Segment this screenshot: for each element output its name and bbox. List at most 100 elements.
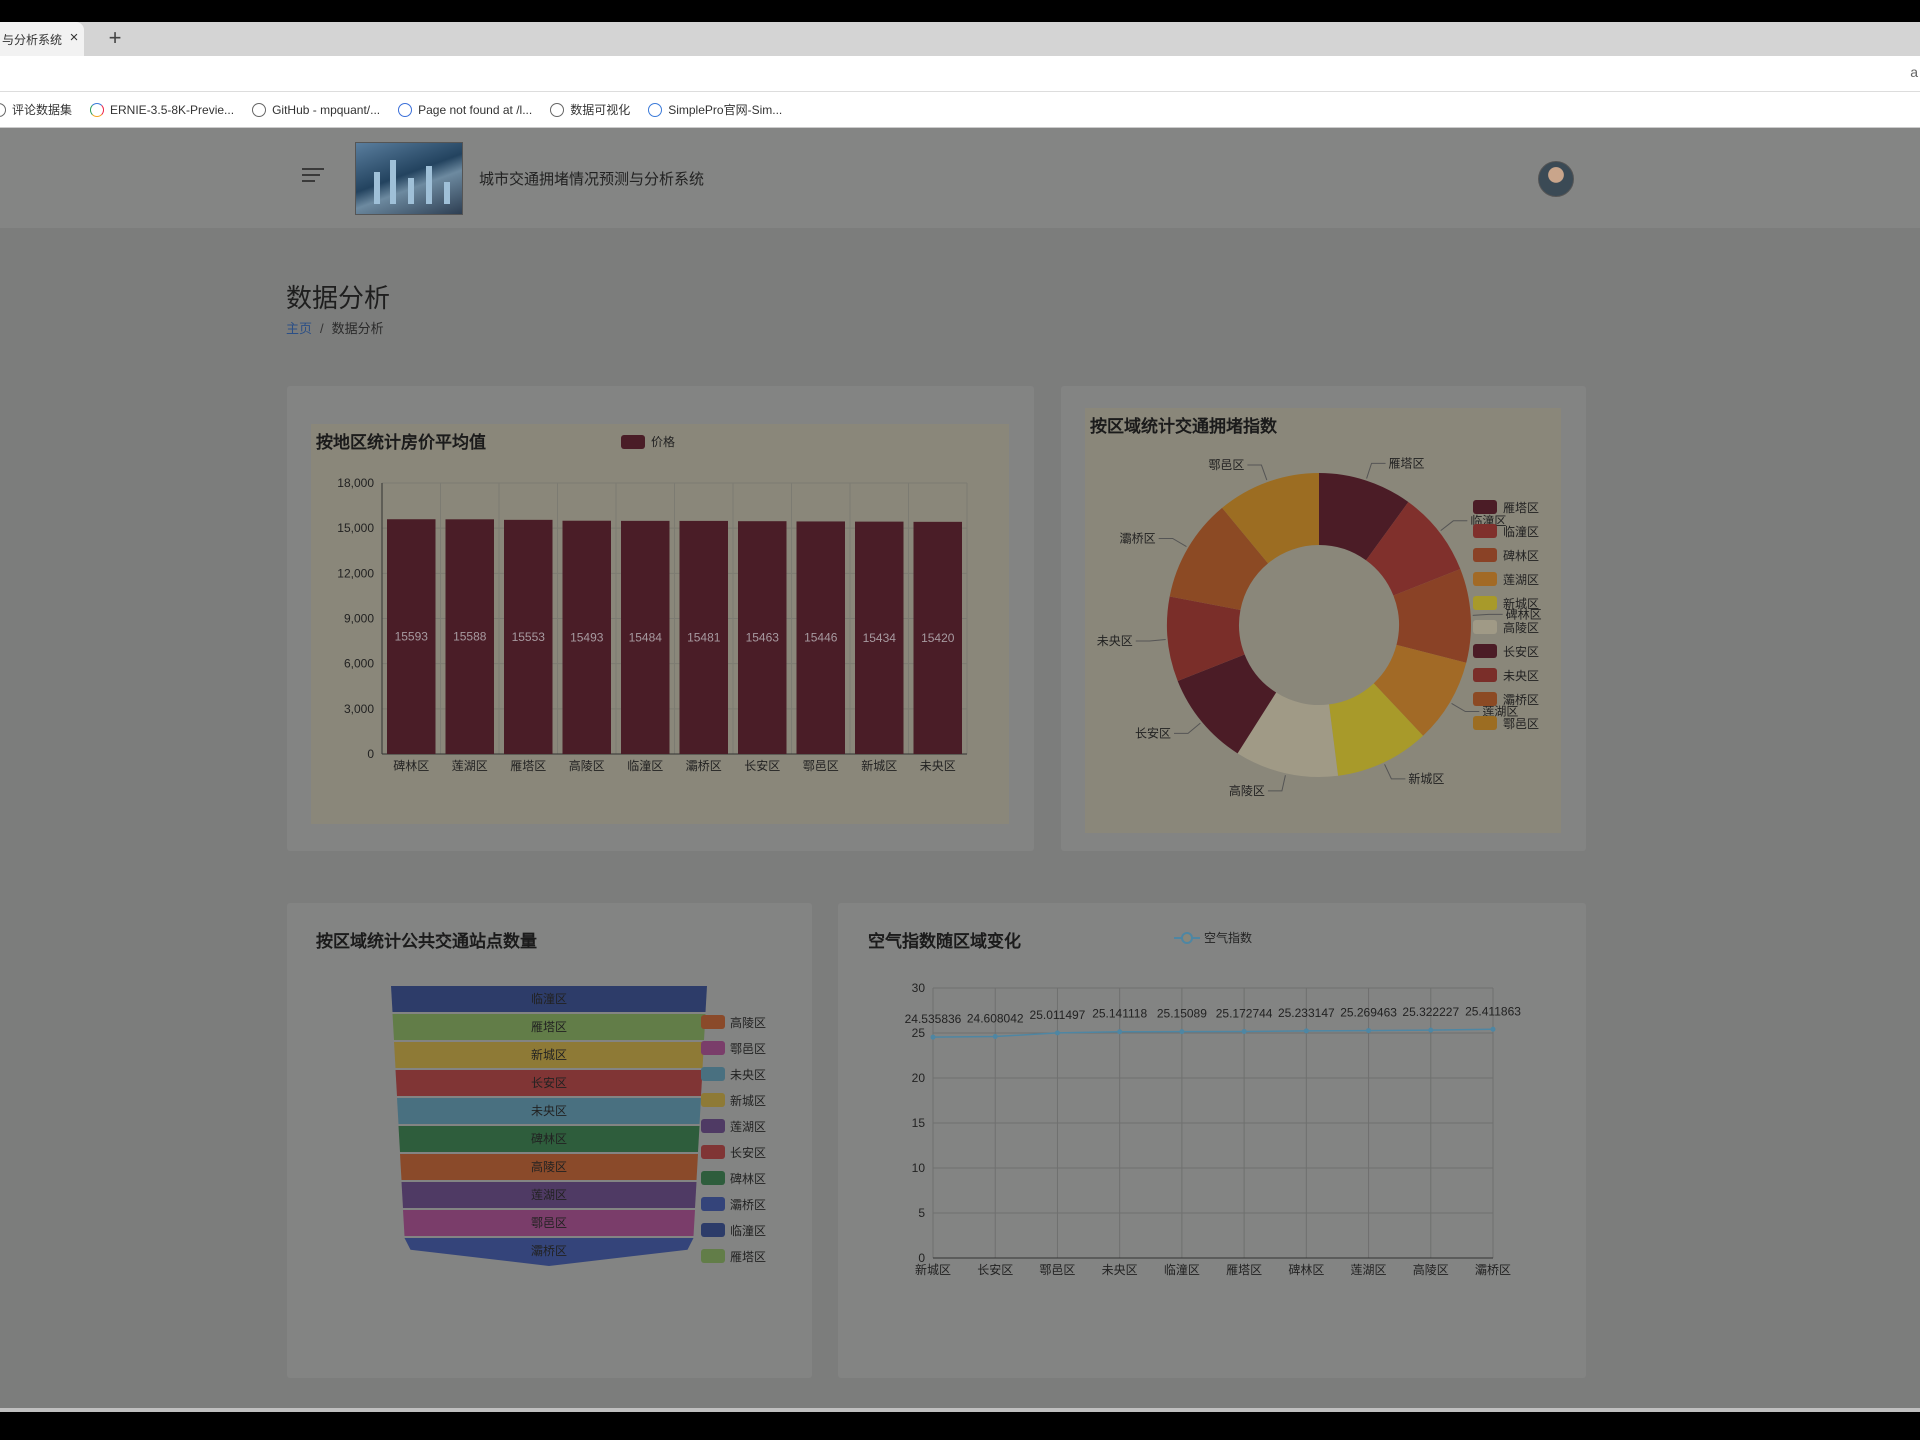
point-data-label: 25.141118 xyxy=(1092,1007,1147,1021)
funnel-stage xyxy=(397,1098,701,1124)
legend-swatch xyxy=(1473,668,1497,682)
tab-bar: 与分析系统 × + xyxy=(0,22,1920,56)
bar-data-label: 15484 xyxy=(629,630,663,644)
bookmark-item[interactable]: Page not found at /l... xyxy=(398,102,533,117)
line-chart: 空气指数 0 5 10 15 20 25 30 24.535836 新城区 24.608042 长安区… xyxy=(905,930,1522,1277)
bookmark-label: Page not found at /l... xyxy=(418,102,533,117)
new-tab-button[interactable]: + xyxy=(108,25,122,50)
app-header: 城市交通拥堵情况预测与分析系统 xyxy=(0,128,1920,228)
legend-label: 未央区 xyxy=(730,1068,766,1082)
legend-label: 灞桥区 xyxy=(1503,693,1539,707)
menu-icon[interactable] xyxy=(302,168,324,186)
legend-label: 高陵区 xyxy=(1503,620,1539,635)
bar xyxy=(562,520,611,754)
user-avatar[interactable] xyxy=(1538,161,1574,197)
legend-label: 长安区 xyxy=(1503,644,1539,659)
bar-data-label: 15493 xyxy=(570,630,604,644)
bookmarks-bar: 评论数据集 ERNIE-3.5-8K-Previe... GitHub - mp… xyxy=(0,92,1920,128)
bar xyxy=(621,520,670,754)
y-tick-label: 5 xyxy=(918,1206,925,1220)
x-tick-label: 鄠邑区 xyxy=(1039,1263,1075,1277)
label-leader-line xyxy=(1267,775,1286,792)
bookmark-item[interactable]: 数据可视化 xyxy=(550,101,630,118)
label-leader-line xyxy=(1472,613,1503,616)
legend-label: 临潼区 xyxy=(730,1223,766,1238)
legend-label: 莲湖区 xyxy=(1503,572,1539,587)
donut-slice xyxy=(1177,654,1277,754)
bookmark-label: SimplePro官网-Sim... xyxy=(668,103,783,117)
point-data-label: 25.269463 xyxy=(1340,1006,1397,1020)
funnel-stage-label: 高陵区 xyxy=(531,1159,567,1174)
label-leader-line xyxy=(1174,722,1201,734)
y-tick-label: 0 xyxy=(918,1251,925,1265)
legend-label: 碑林区 xyxy=(730,1171,766,1186)
label-leader-line xyxy=(1158,537,1187,548)
bar-data-label: 15446 xyxy=(804,631,838,645)
data-point xyxy=(1490,1026,1496,1032)
legend-label: 灞桥区 xyxy=(730,1198,766,1212)
legend-swatch xyxy=(621,435,645,449)
funnel-stage-label: 雁塔区 xyxy=(531,1020,567,1034)
simplepro-icon xyxy=(648,102,663,117)
y-tick-label: 25 xyxy=(912,1026,926,1040)
funnel-stage xyxy=(400,1154,698,1180)
legend-label: 空气指数 xyxy=(1204,930,1252,945)
donut-slice xyxy=(1329,683,1424,776)
legend-marker xyxy=(1181,932,1193,944)
funnel-stage-label: 灞桥区 xyxy=(531,1244,567,1258)
funnel-stage xyxy=(391,986,707,1012)
bar xyxy=(504,519,553,754)
browser-tab[interactable]: 与分析系统 × xyxy=(0,22,84,56)
label-leader-line xyxy=(1440,520,1468,532)
legend-label: 价格 xyxy=(651,434,675,449)
congestion-card: 按区域统计交通拥堵指数 雁塔区 临潼区 碑林区 莲湖区 新城区 高陵区 长安区 未央区 灞桥区鄠… xyxy=(1061,386,1586,851)
y-tick-label: 15,000 xyxy=(337,521,374,535)
funnel-stage-label: 莲湖区 xyxy=(531,1187,567,1202)
funnel-stage-label: 碑林区 xyxy=(531,1131,567,1146)
bottom-border xyxy=(0,1408,1920,1412)
funnel-stage xyxy=(395,1070,703,1096)
breadcrumb-home-link[interactable]: 主页 xyxy=(286,321,313,336)
site-logo[interactable] xyxy=(355,142,463,215)
data-point xyxy=(992,1034,998,1040)
tab-title: 与分析系统 xyxy=(2,32,62,47)
funnel-stage xyxy=(398,1126,700,1152)
point-data-label: 25.233147 xyxy=(1278,1006,1335,1020)
donut-slice xyxy=(1222,473,1319,564)
bar-data-label: 15420 xyxy=(921,631,955,645)
legend-label: 鄠邑区 xyxy=(730,1042,766,1056)
funnel-stage-label: 新城区 xyxy=(531,1047,567,1062)
donut-slice xyxy=(1373,644,1467,736)
bar xyxy=(738,521,787,754)
funnel-stage xyxy=(401,1182,697,1208)
legend-swatch xyxy=(1473,620,1497,634)
legend-swatch xyxy=(1473,692,1497,706)
series-line xyxy=(932,1028,1494,1038)
point-data-label: 25.172744 xyxy=(1216,1006,1273,1020)
bar-data-label: 15553 xyxy=(512,630,546,644)
close-icon[interactable]: × xyxy=(69,29,79,46)
legend-swatch xyxy=(1473,596,1497,610)
bookmark-item[interactable]: ERNIE-3.5-8K-Previe... xyxy=(90,102,234,117)
bookmark-item[interactable]: 评论数据集 xyxy=(0,101,72,118)
legend-swatch xyxy=(1473,500,1497,514)
bottom-black-bar xyxy=(0,1412,1920,1440)
data-point xyxy=(930,1034,936,1040)
bookmark-item[interactable]: GitHub - mpquant/... xyxy=(252,102,380,117)
legend-swatch xyxy=(701,1249,725,1263)
point-data-label: 25.011497 xyxy=(1030,1008,1086,1022)
bar xyxy=(387,519,436,754)
bookmark-item[interactable]: SimplePro官网-Sim... xyxy=(648,101,782,118)
y-tick-label: 20 xyxy=(912,1071,926,1085)
data-point xyxy=(1241,1028,1247,1034)
paw-icon xyxy=(398,102,413,117)
x-tick-label: 碑林区 xyxy=(1288,1262,1324,1277)
legend-swatch xyxy=(701,1067,725,1081)
slice-label: 碑林区 xyxy=(1506,606,1542,621)
bar-data-label: 15434 xyxy=(863,631,897,645)
chart-title: 按区域统计交通拥堵指数 xyxy=(1090,417,1277,436)
ernie-icon xyxy=(90,102,105,117)
address-bar[interactable]: a xyxy=(0,56,1920,92)
transit-stations-card: 按区域统计公共交通站点数量 临潼区 雁塔区 新城区 长安区 未央区 碑林区 高陵区 莲湖区 鄠邑… xyxy=(287,903,812,1378)
address-bar-text: a xyxy=(1910,64,1918,80)
